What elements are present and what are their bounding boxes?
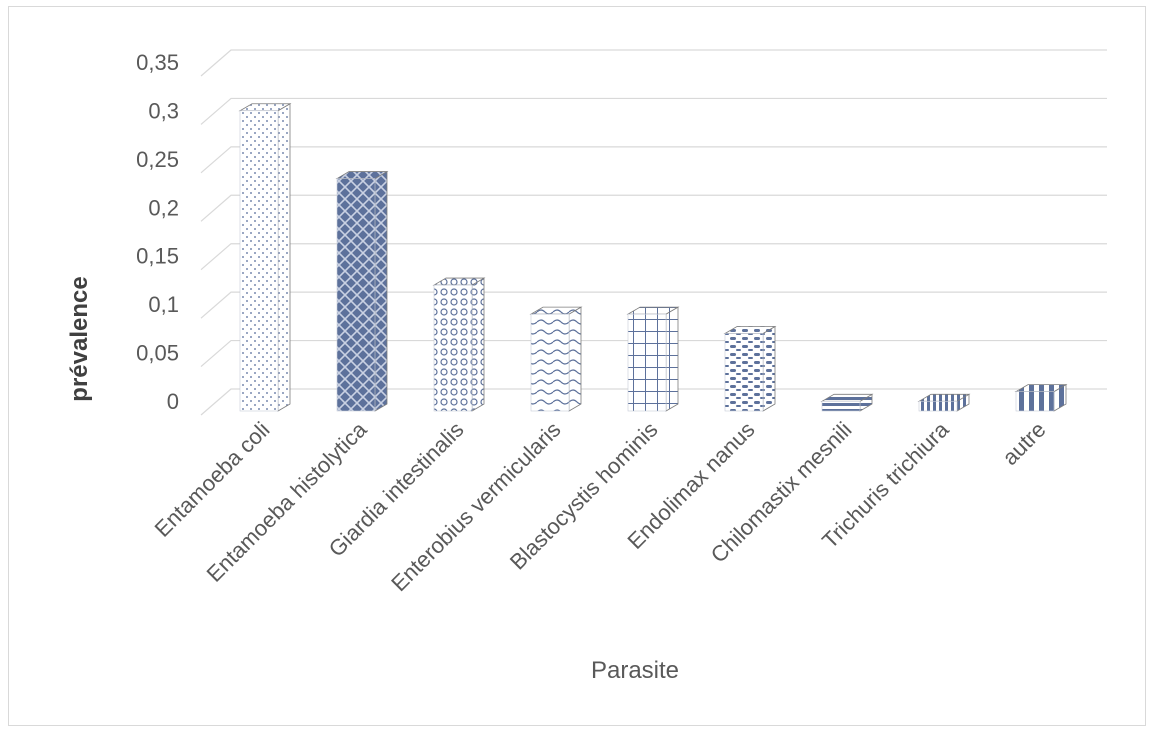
gridlines [200,49,1107,416]
gridline [200,49,1107,77]
y-axis-ticks: 0 0,05 0,1 0,15 0,2 0,25 0,3 0,35 [136,50,179,414]
y-tick-label: 0 [167,389,179,414]
bar [529,306,583,412]
y-tick-label: 0,05 [136,341,179,366]
gridline [200,339,1107,368]
gridline [200,97,1107,125]
x-axis-title: Parasite [591,657,679,684]
bar [917,393,971,412]
y-tick-label: 0,1 [148,292,179,317]
bar [335,170,389,412]
bar-front [530,313,570,412]
x-category-label: Entamoeba histolytica [202,416,372,586]
bar [820,393,874,412]
bar-front [433,284,473,412]
bar-side [277,103,291,412]
gridline [200,388,1107,416]
y-axis-title: prévalence [66,276,93,401]
bar-side [762,325,776,412]
bar-front [821,401,861,412]
x-category-label: autre [997,417,1050,470]
bar-front [627,313,667,412]
bars [238,103,1068,412]
chart-area: 0 0,05 0,1 0,15 0,2 0,25 0,3 0,35 Entamoeba col… [8,6,1146,726]
bar-front [918,401,958,412]
bar [1014,383,1068,412]
bar-front [1015,391,1055,412]
bar [238,103,292,412]
bar-front [724,333,764,412]
bar-front [239,110,279,412]
bar [432,277,486,412]
bar [626,306,680,412]
y-tick-label: 0,25 [136,147,179,172]
bar-side [471,277,485,412]
y-tick-label: 0,2 [148,195,179,220]
bar-side [568,306,582,412]
bar [723,325,777,412]
y-tick-label: 0,3 [148,98,179,123]
bar-side [374,170,388,412]
gridline [200,146,1107,174]
gridline [200,291,1107,319]
x-category-label: Enterobius vermicularis [386,417,565,596]
bar-side [665,306,679,412]
y-tick-label: 0,35 [136,50,179,75]
gridline [200,243,1107,271]
prevalence-bar-chart: 0 0,05 0,1 0,15 0,2 0,25 0,3 0,35 Entamoeba col… [66,49,1107,684]
gridline [200,194,1107,222]
y-tick-label: 0,15 [136,244,179,269]
bar-front [336,178,376,412]
